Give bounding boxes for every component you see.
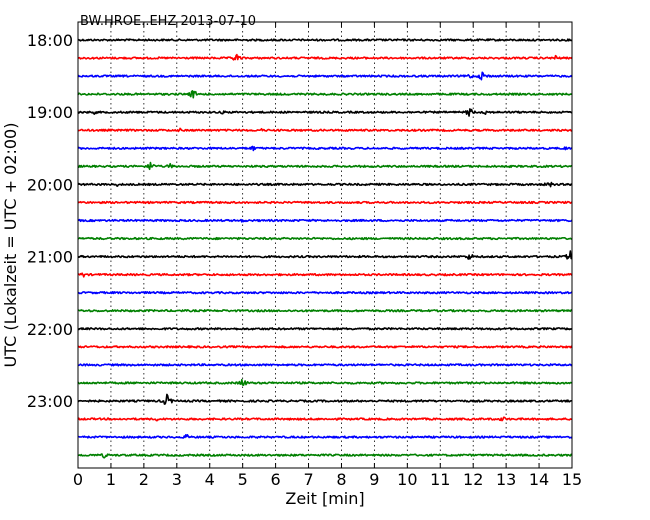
trace-line: [77, 38, 573, 42]
y-tick-label: 23:00: [27, 392, 73, 411]
trace-line: [77, 161, 573, 171]
x-tick-label: 7: [303, 470, 313, 489]
x-tick-label: 14: [529, 470, 549, 489]
trace-line: [77, 108, 573, 117]
x-axis: 0 1 2 3 4 5 6 7 8 9 10 11 12 13 14 15: [73, 22, 582, 489]
y-tick-label: 20:00: [27, 175, 73, 194]
trace-group: [77, 38, 573, 459]
y-tick-label: 19:00: [27, 103, 73, 122]
trace-line: [77, 90, 573, 99]
x-tick-label: 13: [496, 470, 516, 489]
trace-line: [77, 433, 573, 439]
trace-line: [77, 250, 573, 260]
y-tick-label: 21:00: [27, 248, 73, 267]
y-tick-label: 22:00: [27, 320, 73, 339]
x-tick-label: 1: [106, 470, 116, 489]
y-axis: 18:00 19:00 20:00 21:00 22:00 23:00: [27, 31, 572, 411]
trace-line: [77, 145, 573, 152]
trace-line: [77, 53, 573, 61]
trace-line: [77, 218, 573, 223]
x-tick-label: 15: [562, 470, 582, 489]
x-axis-label: Zeit [min]: [285, 489, 364, 508]
trace-line: [77, 363, 573, 367]
trace-line: [77, 393, 573, 405]
trace-line: [77, 453, 573, 459]
y-axis-label: UTC (Lokalzeit = UTC + 02:00): [1, 123, 20, 368]
plot-frame: [77, 21, 573, 469]
x-tick-label: 9: [369, 470, 379, 489]
x-tick-label: 10: [397, 470, 417, 489]
trace-line: [77, 272, 573, 278]
x-tick-label: 0: [73, 470, 83, 489]
x-tick-label: 4: [205, 470, 215, 489]
trace-line: [77, 236, 573, 241]
x-tick-label: 6: [271, 470, 281, 489]
trace-line: [77, 345, 573, 349]
trace-line: [77, 378, 573, 386]
trace-line: [77, 309, 573, 313]
y-tick-label: 18:00: [27, 31, 73, 50]
trace-line: [77, 127, 573, 133]
trace-line: [77, 200, 573, 205]
trace-line: [77, 327, 573, 331]
trace-line: [77, 416, 573, 422]
trace-line: [77, 181, 573, 188]
x-tick-label: 2: [139, 470, 149, 489]
x-tick-label: 5: [238, 470, 248, 489]
x-tick-label: 8: [336, 470, 346, 489]
x-tick-label: 3: [172, 470, 182, 489]
trace-line: [77, 291, 573, 295]
trace-line: [77, 71, 573, 81]
x-tick-label: 12: [463, 470, 483, 489]
x-tick-label: 11: [430, 470, 450, 489]
